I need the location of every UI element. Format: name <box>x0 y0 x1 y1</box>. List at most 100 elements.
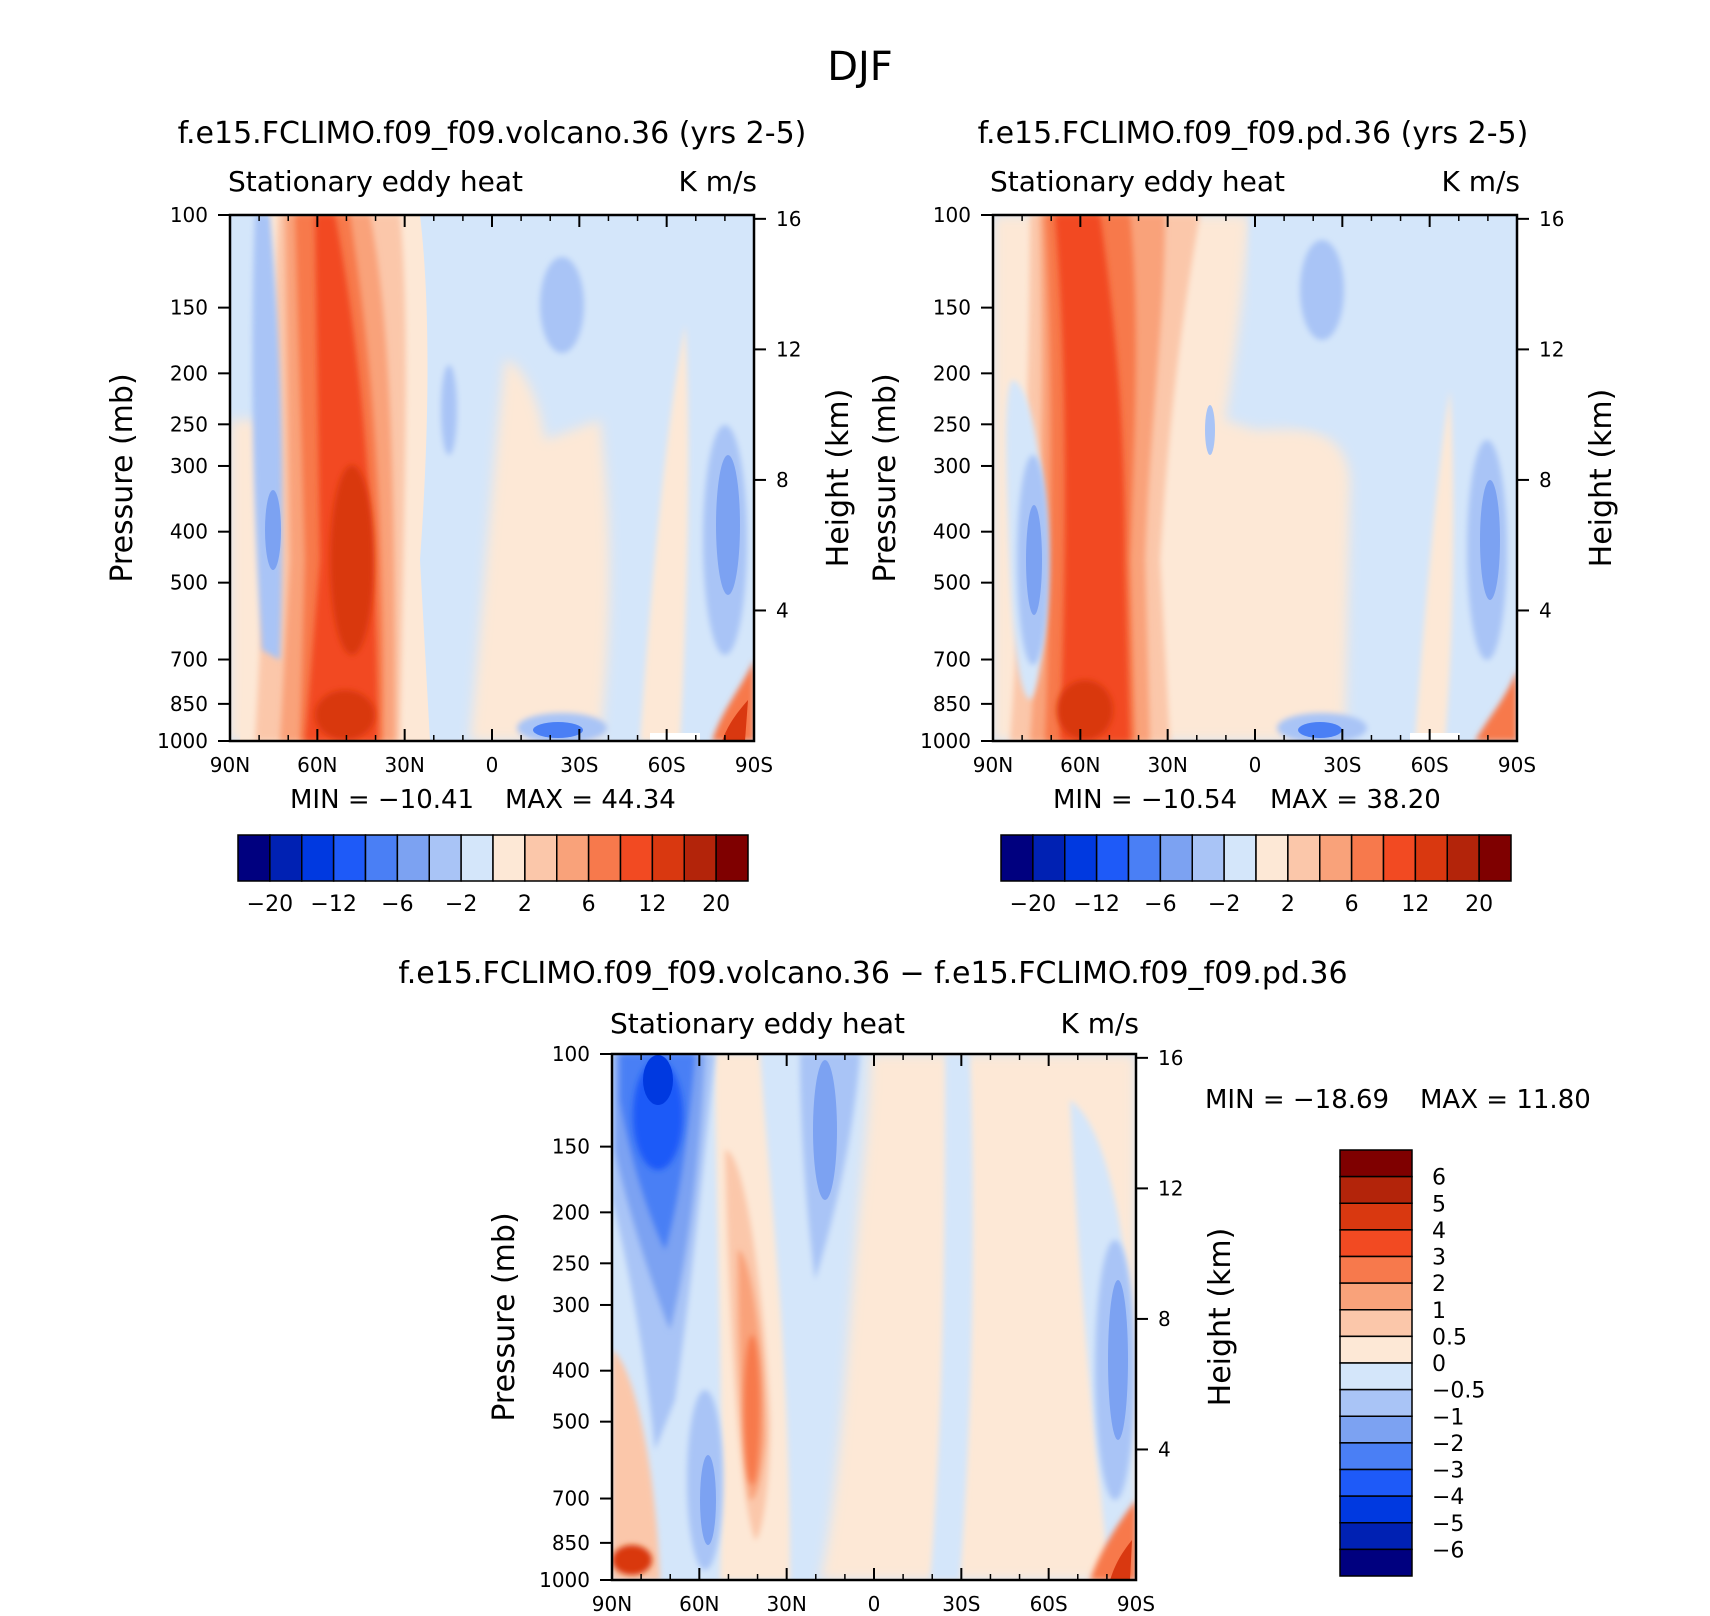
colorbar-box <box>1095 834 1130 882</box>
y-tick-label: 1000 <box>539 1568 590 1592</box>
left-label: Stationary eddy heat <box>228 165 523 198</box>
y-tick-label: 500 <box>552 1410 590 1434</box>
y-tick-label: 250 <box>933 412 971 436</box>
colorbar-box <box>1339 1362 1413 1391</box>
colorbar-box <box>269 834 303 882</box>
colorbar-box <box>1339 1495 1413 1524</box>
colorbar-box <box>1339 1175 1413 1204</box>
y-right-tick-label: 16 <box>776 207 801 231</box>
x-tick-label: 30S <box>560 753 598 777</box>
colorbar-box <box>1000 834 1034 882</box>
y-right-tick-label: 4 <box>1158 1437 1171 1461</box>
panel-title: f.e15.FCLIMO.f09_f09.volcano.36 (yrs 2-5… <box>178 116 807 151</box>
colorbar-box <box>1350 834 1385 882</box>
colorbar-box <box>1191 834 1225 882</box>
colorbar-label: 1 <box>1432 1299 1446 1324</box>
x-tick-label: 60S <box>648 753 686 777</box>
x-tick-label: 90S <box>1117 1592 1155 1616</box>
colorbar-box <box>428 834 462 882</box>
max-label: MAX = 11.80 <box>1420 1085 1591 1115</box>
colorbar-box <box>1339 1255 1413 1284</box>
colorbar-box <box>1339 1149 1413 1178</box>
colorbar-label: −2 <box>445 892 477 917</box>
y-axis-label: Pressure (mb) <box>868 373 903 582</box>
y-tick-label: 200 <box>933 361 971 385</box>
colorbar-label: 6 <box>1345 892 1359 917</box>
x-tick-label: 30S <box>942 1592 980 1616</box>
panel-pd: f.e15.FCLIMO.f09_f09.pd.36 (yrs 2-5) Sta… <box>868 116 1619 917</box>
colorbar-label: 0.5 <box>1432 1325 1467 1350</box>
x-tick-label: 60N <box>297 753 337 777</box>
colorbar-box <box>556 834 590 882</box>
colorbar-box <box>651 834 685 882</box>
colorbar-box <box>1478 834 1512 882</box>
colorbar-label: 2 <box>1281 892 1295 917</box>
panel-difference: f.e15.FCLIMO.f09_f09.volcano.36 − f.e15.… <box>398 956 1590 1616</box>
colorbar-box <box>1339 1442 1413 1471</box>
x-tick-label: 30N <box>766 1592 806 1616</box>
max-label: MAX = 44.34 <box>505 785 676 815</box>
x-tick-label: 60N <box>679 1592 719 1616</box>
panel-title: f.e15.FCLIMO.f09_f09.volcano.36 − f.e15.… <box>398 956 1347 991</box>
y-right-tick-label: 4 <box>776 598 789 622</box>
x-tick-label: 0 <box>868 1592 881 1616</box>
x-tick-label: 30N <box>1147 753 1187 777</box>
colorbar-box <box>1064 834 1098 882</box>
colorbar-box <box>587 834 622 882</box>
colorbar-label: −6 <box>381 892 413 917</box>
colorbar-label: −4 <box>1432 1485 1464 1510</box>
panel-title: f.e15.FCLIMO.f09_f09.pd.36 (yrs 2-5) <box>978 116 1529 151</box>
colorbar-label: 5 <box>1432 1192 1446 1217</box>
y-axis-label: Pressure (mb) <box>105 373 140 582</box>
y-tick-label: 300 <box>170 454 208 478</box>
colorbar-label: 6 <box>1432 1166 1446 1191</box>
x-tick-label: 0 <box>486 753 499 777</box>
x-tick-label: 60N <box>1060 753 1100 777</box>
colorbar-label: −2 <box>1432 1432 1464 1457</box>
colorbar-box <box>237 834 271 882</box>
colorbar-label: 20 <box>1465 892 1493 917</box>
colorbar-box <box>1339 1415 1413 1444</box>
contour-field <box>993 215 1517 741</box>
colorbar-label: −6 <box>1432 1538 1464 1563</box>
y-tick-label: 850 <box>552 1531 590 1555</box>
left-label: Stationary eddy heat <box>990 165 1285 198</box>
colorbar-box <box>1223 834 1257 882</box>
x-tick-label: 90N <box>592 1592 632 1616</box>
colorbar-label: 0 <box>1432 1352 1446 1377</box>
min-label: MIN = −18.69 <box>1205 1085 1389 1115</box>
colorbar-box <box>1287 834 1321 882</box>
colorbar-label: −2 <box>1208 892 1240 917</box>
colorbar-box <box>1159 834 1193 882</box>
y-right-tick-label: 4 <box>1539 598 1552 622</box>
y-tick-label: 700 <box>552 1487 590 1511</box>
colorbar-box <box>396 834 430 882</box>
y-tick-label: 700 <box>170 648 208 672</box>
right-label: K m/s <box>1441 165 1520 198</box>
colorbar-box <box>1339 1522 1413 1551</box>
x-tick-label: 90N <box>973 753 1013 777</box>
x-tick-label: 60S <box>1030 1592 1068 1616</box>
y-axis-right-label: Height (km) <box>1584 389 1619 568</box>
colorbar-box <box>364 834 399 882</box>
y-right-tick-label: 12 <box>776 337 801 361</box>
colorbar-label: −20 <box>247 892 293 917</box>
colorbar-box <box>1032 834 1066 882</box>
colorbar-box <box>492 834 526 882</box>
colorbar-label: 6 <box>582 892 596 917</box>
y-tick-label: 700 <box>933 648 971 672</box>
colorbar-box <box>1339 1388 1413 1417</box>
y-right-tick-label: 8 <box>1539 468 1552 492</box>
left-label: Stationary eddy heat <box>610 1007 905 1040</box>
y-right-tick-label: 16 <box>1539 207 1564 231</box>
colorbar-label: −12 <box>310 892 356 917</box>
colorbar-label: −6 <box>1144 892 1176 917</box>
y-right-tick-label: 12 <box>1539 337 1564 361</box>
y-tick-label: 100 <box>552 1042 590 1066</box>
y-tick-label: 1000 <box>920 729 971 753</box>
min-label: MIN = −10.41 <box>290 785 474 815</box>
colorbar-box <box>1414 834 1448 882</box>
colorbar-box <box>1339 1229 1413 1258</box>
colorbar-label: 2 <box>518 892 532 917</box>
colorbar-box <box>683 834 717 882</box>
